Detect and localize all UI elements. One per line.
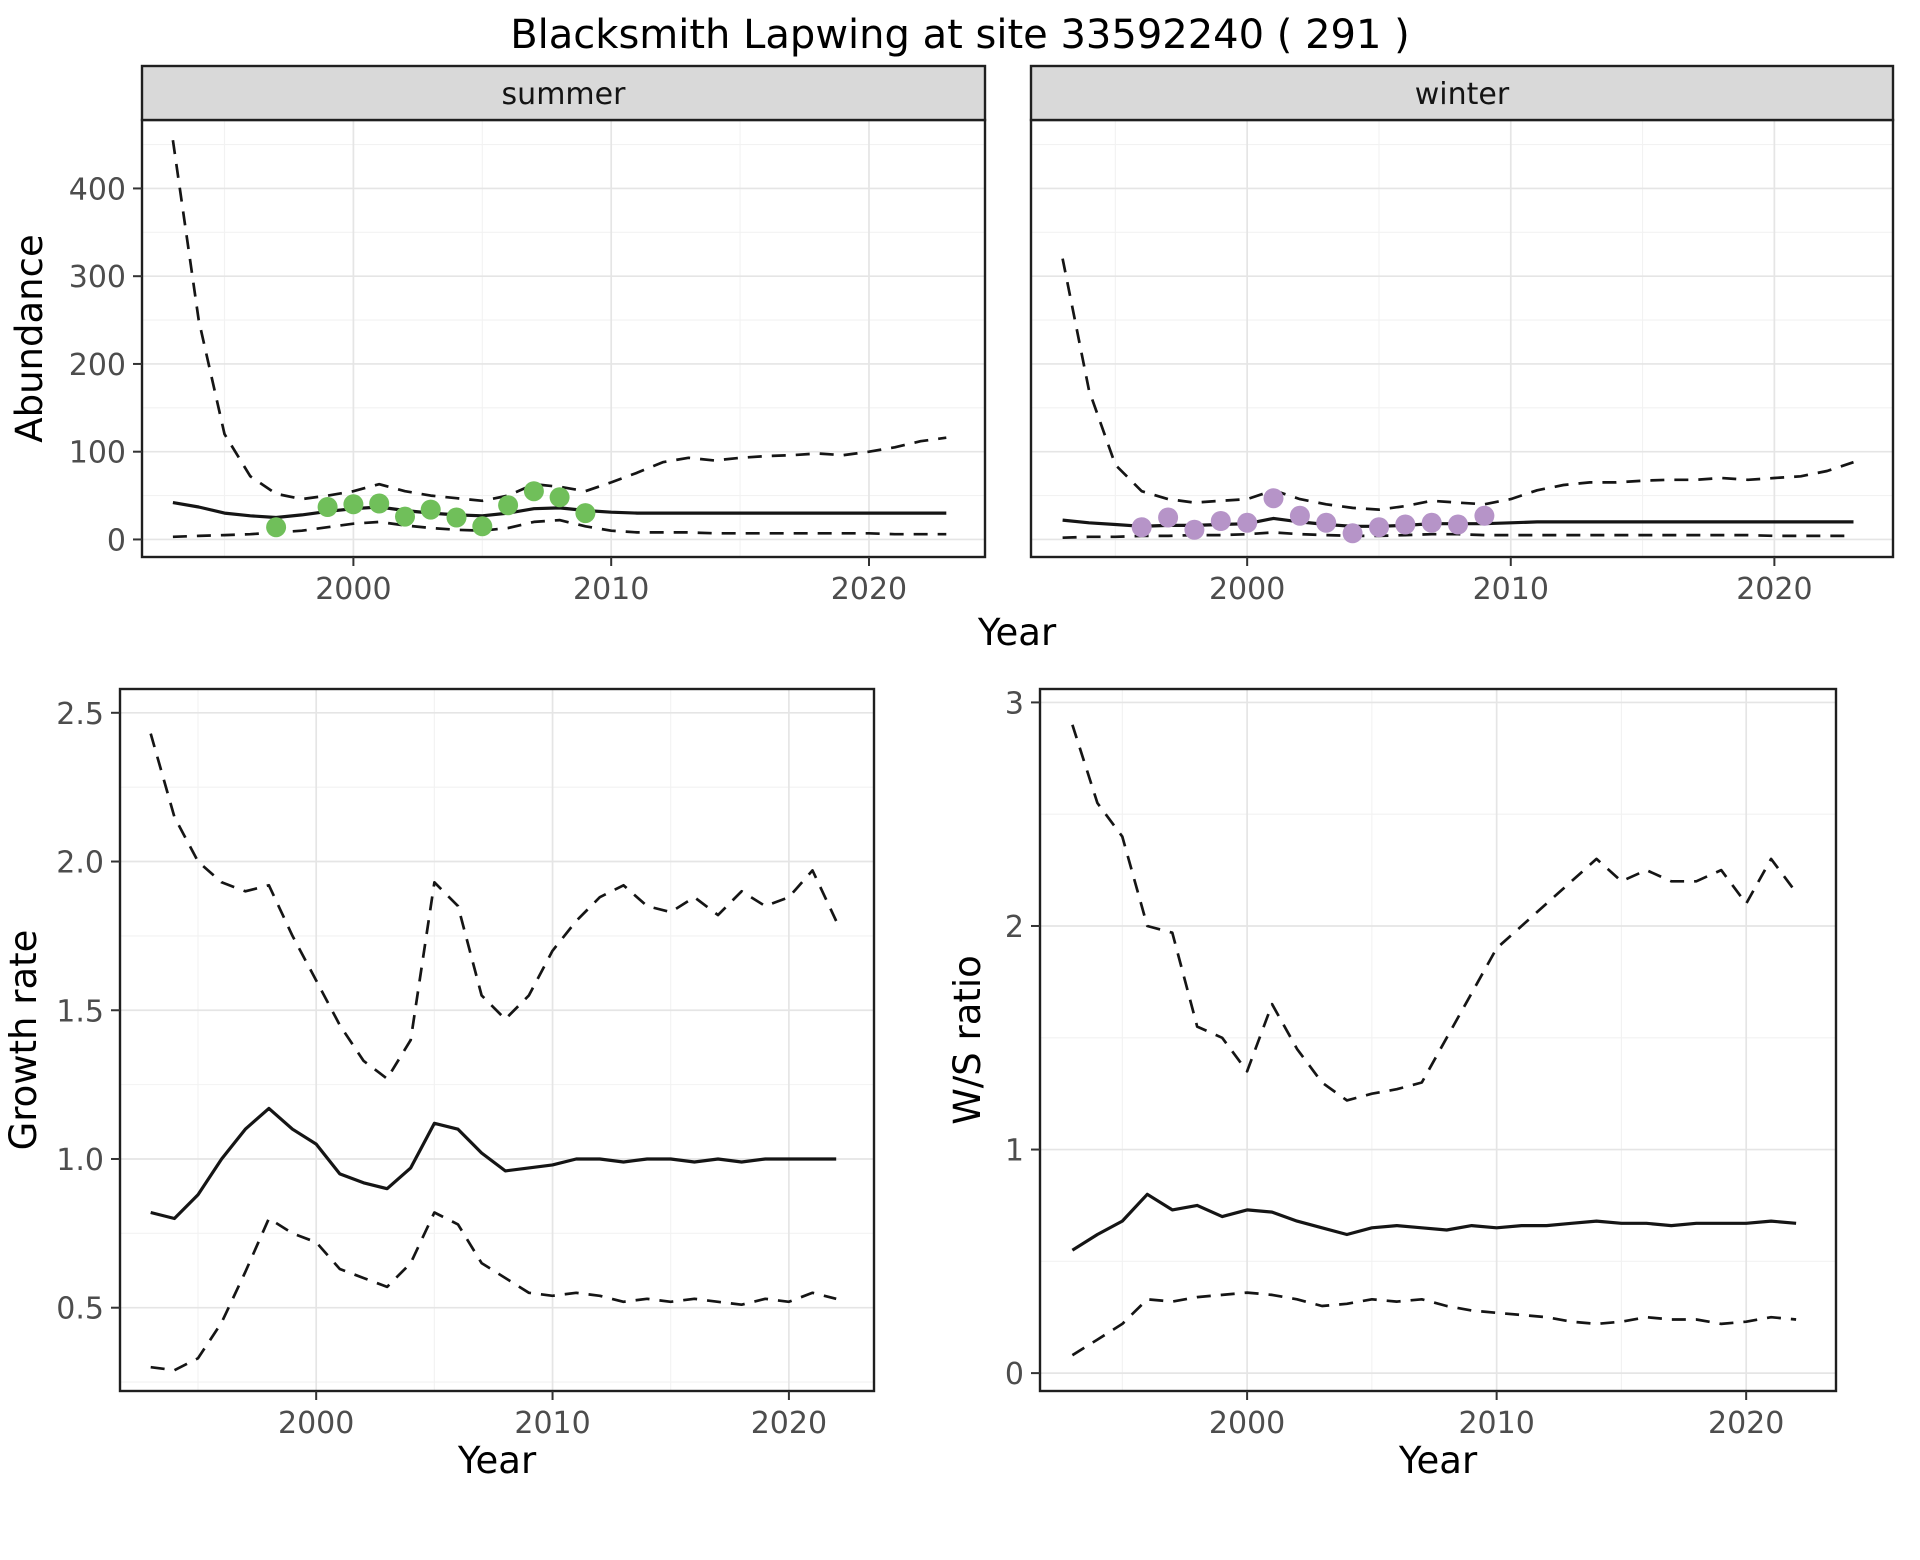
x-tick-label: 2020 <box>831 572 907 607</box>
y-tick-label: 0 <box>1005 1357 1024 1392</box>
y-tick-label: 1 <box>1005 1134 1024 1169</box>
plot-title: Blacksmith Lapwing at site 33592240 ( 29… <box>510 12 1410 58</box>
series-lower_95ci <box>172 518 947 539</box>
gridlines <box>1031 120 1893 557</box>
abundance-facet-row: summer 2000 2010 2020 0 100 200 300 400 Abundance… <box>0 64 1920 609</box>
x-axis: 2000 2010 2020 <box>315 557 907 607</box>
x-tick-label: 2010 <box>573 572 649 607</box>
facet-strip: summer <box>140 64 987 122</box>
y-tick-label: 200 <box>69 348 126 383</box>
y-tick-label: 0.5 <box>56 1292 104 1327</box>
y-tick-label: 300 <box>69 260 126 295</box>
y-axis-title: W/S ratio <box>952 955 989 1125</box>
series-observations <box>1131 488 1495 544</box>
x-axis-title: Year <box>457 1439 537 1482</box>
x-tick-label: 2000 <box>1209 572 1285 607</box>
series-median <box>172 501 947 520</box>
series-lower_95ci <box>1071 1291 1797 1357</box>
x-tick-label: 2000 <box>1209 1406 1285 1441</box>
x-tick-label: 2020 <box>751 1406 827 1441</box>
facet-strip-label: winter <box>1415 77 1510 112</box>
y-tick-label: 2 <box>1005 910 1024 945</box>
gridlines <box>142 120 985 557</box>
x-axis-title: Year <box>1398 1439 1478 1482</box>
y-tick-label: 100 <box>69 436 126 471</box>
y-axis: 0 1 2 3 <box>1005 686 1040 1392</box>
y-axis-title: Abundance <box>8 234 51 442</box>
ws-ratio-panel: 2000 2010 2020 0 1 2 3 W/S ratio Year <box>952 686 1838 1482</box>
y-tick-label: 3 <box>1005 686 1024 721</box>
winter-abundance-panel: winter 2000 2010 2020 <box>1029 64 1895 607</box>
x-axis: 2000 2010 2020 <box>278 1391 827 1441</box>
x-tick-label: 2010 <box>514 1406 590 1441</box>
gridlines <box>120 689 874 1391</box>
facet-strip: winter <box>1029 64 1895 122</box>
x-tick-label: 2010 <box>1473 572 1549 607</box>
series-median <box>150 1106 837 1221</box>
rate-panels-row: 2000 2010 2020 0.5 1.0 1.5 2.0 2.5 Growth rate Ye… <box>0 675 1920 1495</box>
series-observations <box>266 481 596 538</box>
x-axis: 2000 2010 2020 <box>1209 557 1813 607</box>
x-axis-label-text: Year <box>977 611 1057 654</box>
summer-abundance-panel: summer 2000 2010 2020 0 100 200 300 400 Abundance <box>8 64 987 607</box>
y-tick-label: 2.0 <box>56 846 104 881</box>
x-axis: 2000 2010 2020 <box>1209 1391 1784 1441</box>
y-tick-label: 2.5 <box>56 697 104 732</box>
series-upper_95ci <box>149 733 838 1081</box>
x-tick-label: 2020 <box>1708 1406 1784 1441</box>
x-tick-label: 2000 <box>315 572 391 607</box>
y-axis: 0 100 200 300 400 <box>69 172 142 558</box>
x-tick-label: 2020 <box>1736 572 1812 607</box>
y-axis-title: Growth rate <box>8 930 45 1151</box>
series-upper_95ci <box>1071 724 1798 1102</box>
facet-strip-label: summer <box>502 77 627 112</box>
y-tick-label: 400 <box>69 172 126 207</box>
series-lower_95ci <box>150 1211 837 1372</box>
shared-x-axis-label: Year <box>0 609 1920 657</box>
growth-rate-panel: 2000 2010 2020 0.5 1.0 1.5 2.0 2.5 Growth rate Ye… <box>8 687 876 1482</box>
y-axis: 0.5 1.0 1.5 2.0 2.5 <box>56 697 120 1327</box>
y-tick-label: 0 <box>107 523 126 558</box>
gridlines <box>1040 689 1836 1391</box>
x-tick-label: 2000 <box>278 1406 354 1441</box>
y-tick-label: 1.5 <box>56 994 104 1029</box>
x-tick-label: 2010 <box>1458 1406 1534 1441</box>
y-tick-label: 1.0 <box>56 1143 104 1178</box>
series-median <box>1071 1192 1797 1252</box>
